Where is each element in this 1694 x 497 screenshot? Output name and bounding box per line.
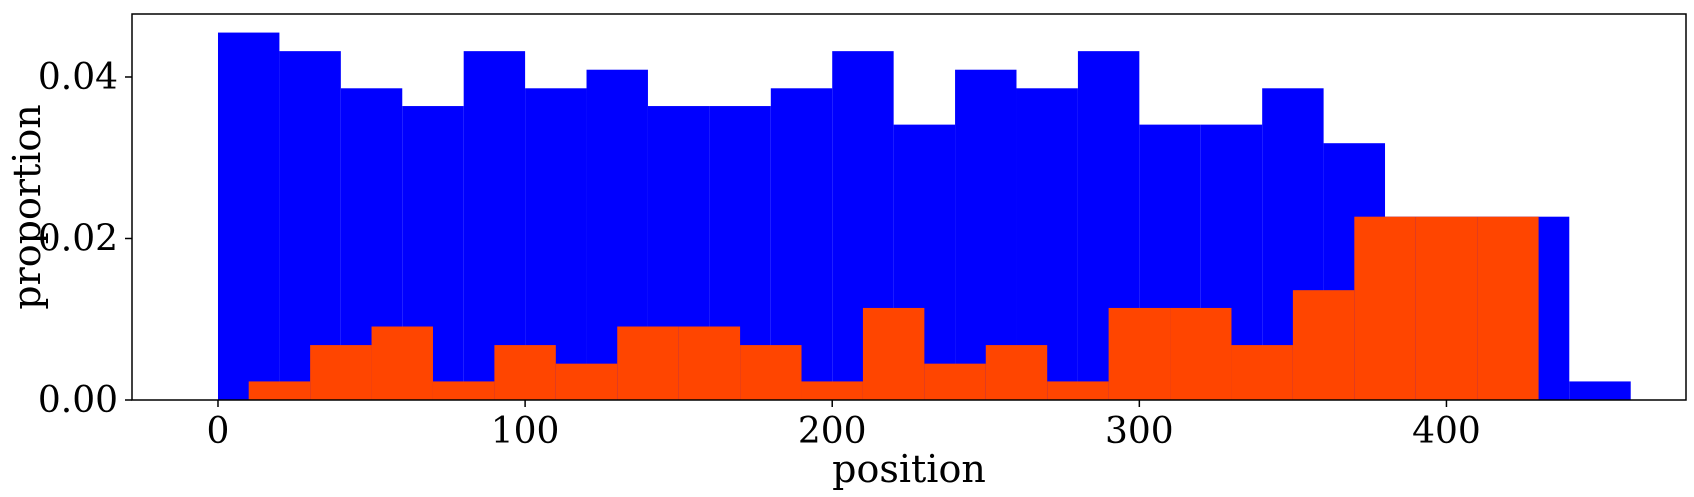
bar-series-2-bin-9 (740, 345, 802, 400)
bar-series-2-bin-19 (1354, 216, 1416, 400)
y-tick-label: 0.02 (38, 218, 118, 259)
bar-series-2-bin-15 (1108, 307, 1171, 400)
bar-series-2-bin-16 (1170, 307, 1232, 400)
bar-series-2-bin-14 (1047, 381, 1109, 400)
bar-series-1-bin-13 (955, 69, 1017, 400)
bar-series-2-bin-5 (494, 345, 556, 400)
y-tick-label: 0.04 (38, 57, 118, 98)
bar-series-2-bin-6 (555, 363, 618, 400)
x-tick-label: 300 (1105, 411, 1174, 452)
bar-series-2-bin-13 (985, 345, 1048, 400)
bars-layer (217, 32, 1631, 401)
y-tick-label: 0.00 (38, 380, 118, 421)
bar-series-2-bin-21 (1477, 216, 1539, 400)
x-axis-label: position (832, 447, 986, 491)
bar-series-2-bin-18 (1292, 290, 1355, 400)
y-axis: 0.00 0.02 0.04 (38, 57, 132, 421)
bar-series-2-bin-11 (862, 307, 925, 400)
x-tick-label: 400 (1412, 411, 1481, 452)
x-tick-label: 0 (207, 411, 230, 452)
x-axis: 0 100 200 300 400 (207, 400, 1481, 452)
x-tick-label: 200 (798, 411, 867, 452)
bar-series-2-bin-3 (371, 326, 433, 400)
bar-series-1-bin-1 (217, 32, 280, 401)
bar-series-2-bin-20 (1415, 216, 1478, 400)
bar-series-2-bin-2 (310, 345, 372, 400)
bar-series-1-bin-5 (463, 51, 526, 400)
x-tick-label: 100 (491, 411, 560, 452)
y-axis-label: proportion (5, 104, 49, 310)
bar-series-2-bin-8 (678, 326, 741, 400)
bar-series-2-bin-10 (801, 381, 863, 400)
bar-series-2-bin-1 (248, 381, 311, 400)
bar-series-1-bin-23 (1569, 381, 1631, 400)
bar-series-1-bin-2 (279, 51, 341, 400)
bar-series-2-bin-12 (924, 363, 986, 400)
bar-series-2-bin-7 (617, 326, 679, 400)
bar-series-2-bin-17 (1231, 345, 1293, 400)
bar-series-2-bin-4 (432, 381, 495, 400)
plot-frame (131, 13, 1687, 401)
